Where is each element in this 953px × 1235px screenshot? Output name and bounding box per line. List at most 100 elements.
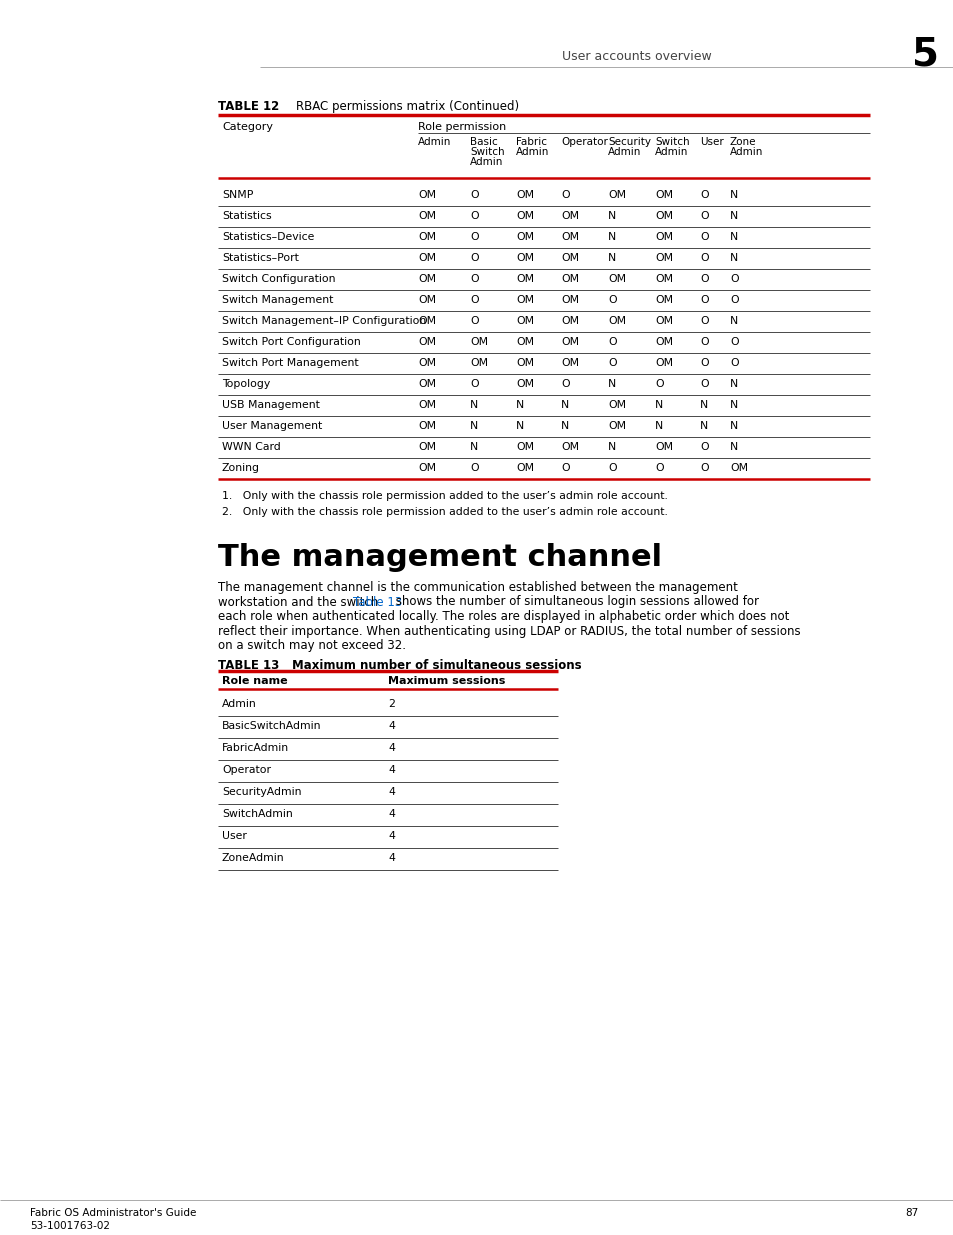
Text: Maximum sessions: Maximum sessions: [388, 676, 505, 685]
Text: N: N: [607, 442, 616, 452]
Text: on a switch may not exceed 32.: on a switch may not exceed 32.: [218, 638, 406, 652]
Text: N: N: [729, 211, 738, 221]
Text: OM: OM: [560, 253, 578, 263]
Text: O: O: [655, 379, 663, 389]
Text: O: O: [700, 442, 708, 452]
Text: OM: OM: [470, 337, 488, 347]
Text: OM: OM: [560, 232, 578, 242]
Text: OM: OM: [417, 274, 436, 284]
Text: O: O: [470, 295, 478, 305]
Text: User Management: User Management: [222, 421, 322, 431]
Text: OM: OM: [516, 190, 534, 200]
Text: OM: OM: [560, 358, 578, 368]
Text: OM: OM: [516, 379, 534, 389]
Text: OM: OM: [607, 274, 625, 284]
Text: N: N: [560, 421, 569, 431]
Text: Switch: Switch: [470, 147, 504, 157]
Text: Admin: Admin: [655, 147, 688, 157]
Text: OM: OM: [516, 337, 534, 347]
Text: BasicSwitchAdmin: BasicSwitchAdmin: [222, 721, 321, 731]
Text: Switch Port Configuration: Switch Port Configuration: [222, 337, 360, 347]
Text: ZoneAdmin: ZoneAdmin: [222, 853, 284, 863]
Text: 4: 4: [388, 853, 395, 863]
Text: Fabric OS Administrator's Guide: Fabric OS Administrator's Guide: [30, 1208, 196, 1218]
Text: O: O: [470, 379, 478, 389]
Text: USB Management: USB Management: [222, 400, 319, 410]
Text: OM: OM: [516, 316, 534, 326]
Text: OM: OM: [560, 442, 578, 452]
Text: Statistics: Statistics: [222, 211, 272, 221]
Text: N: N: [607, 211, 616, 221]
Text: WWN Card: WWN Card: [222, 442, 280, 452]
Text: N: N: [729, 190, 738, 200]
Text: OM: OM: [516, 295, 534, 305]
Text: TABLE 12: TABLE 12: [218, 100, 279, 112]
Text: OM: OM: [417, 379, 436, 389]
Text: 4: 4: [388, 809, 395, 819]
Text: OM: OM: [607, 400, 625, 410]
Text: 2: 2: [388, 699, 395, 709]
Text: OM: OM: [607, 316, 625, 326]
Text: Fabric: Fabric: [516, 137, 546, 147]
Text: N: N: [729, 421, 738, 431]
Text: OM: OM: [655, 295, 673, 305]
Text: O: O: [729, 358, 738, 368]
Text: OM: OM: [417, 442, 436, 452]
Text: 4: 4: [388, 831, 395, 841]
Text: OM: OM: [417, 316, 436, 326]
Text: Admin: Admin: [729, 147, 762, 157]
Text: N: N: [607, 379, 616, 389]
Text: N: N: [470, 442, 477, 452]
Text: FabricAdmin: FabricAdmin: [222, 743, 289, 753]
Text: Statistics–Port: Statistics–Port: [222, 253, 298, 263]
Text: O: O: [655, 463, 663, 473]
Text: OM: OM: [560, 337, 578, 347]
Text: O: O: [470, 253, 478, 263]
Text: Switch Configuration: Switch Configuration: [222, 274, 335, 284]
Text: 5: 5: [911, 36, 938, 74]
Text: Operator: Operator: [560, 137, 607, 147]
Text: O: O: [729, 274, 738, 284]
Text: O: O: [700, 358, 708, 368]
Text: The management channel: The management channel: [218, 543, 661, 572]
Text: each role when authenticated locally. The roles are displayed in alphabetic orde: each role when authenticated locally. Th…: [218, 610, 788, 622]
Text: Switch Management–IP Configuration: Switch Management–IP Configuration: [222, 316, 426, 326]
Text: OM: OM: [607, 421, 625, 431]
Text: N: N: [560, 400, 569, 410]
Text: OM: OM: [516, 211, 534, 221]
Text: N: N: [700, 421, 707, 431]
Text: N: N: [655, 400, 662, 410]
Text: OM: OM: [655, 190, 673, 200]
Text: O: O: [560, 190, 569, 200]
Text: OM: OM: [560, 274, 578, 284]
Text: OM: OM: [417, 337, 436, 347]
Text: N: N: [700, 400, 707, 410]
Text: Switch Port Management: Switch Port Management: [222, 358, 358, 368]
Text: Admin: Admin: [516, 147, 549, 157]
Text: O: O: [607, 358, 616, 368]
Text: 2.   Only with the chassis role permission added to the user’s admin role accoun: 2. Only with the chassis role permission…: [222, 508, 667, 517]
Text: O: O: [560, 463, 569, 473]
Text: OM: OM: [417, 253, 436, 263]
Text: OM: OM: [655, 442, 673, 452]
Text: O: O: [700, 211, 708, 221]
Text: Admin: Admin: [417, 137, 451, 147]
Text: O: O: [470, 232, 478, 242]
Text: 1.   Only with the chassis role permission added to the user’s admin role accoun: 1. Only with the chassis role permission…: [222, 492, 667, 501]
Text: OM: OM: [417, 295, 436, 305]
Text: OM: OM: [516, 442, 534, 452]
Text: O: O: [470, 463, 478, 473]
Text: O: O: [700, 379, 708, 389]
Text: OM: OM: [516, 253, 534, 263]
Text: Switch: Switch: [655, 137, 689, 147]
Text: N: N: [729, 442, 738, 452]
Text: OM: OM: [417, 421, 436, 431]
Text: SwitchAdmin: SwitchAdmin: [222, 809, 293, 819]
Text: OM: OM: [470, 358, 488, 368]
Text: TABLE 13: TABLE 13: [218, 659, 279, 672]
Text: N: N: [729, 316, 738, 326]
Text: OM: OM: [417, 400, 436, 410]
Text: O: O: [700, 316, 708, 326]
Text: N: N: [607, 232, 616, 242]
Text: SecurityAdmin: SecurityAdmin: [222, 787, 301, 797]
